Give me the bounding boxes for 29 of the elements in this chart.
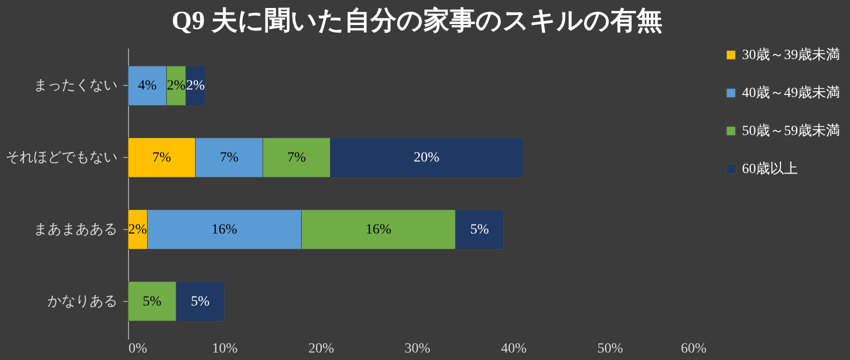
data-label: 16% <box>366 222 392 238</box>
data-label: 7% <box>287 150 306 166</box>
x-tick-label: 10% <box>212 342 238 356</box>
legend-label: 50歳～59歳未満 <box>742 123 840 139</box>
legend-label: 60歳以上 <box>742 161 798 177</box>
chart-title: Q9 夫に聞いた自分の家事のスキルの有無 <box>172 6 662 35</box>
x-tick-label: 50% <box>597 342 624 356</box>
data-label: 7% <box>220 150 239 166</box>
x-tick-label: 40% <box>500 342 527 356</box>
x-tick-label: 20% <box>308 342 334 356</box>
y-tick-label: まあまあある <box>34 222 118 238</box>
legend-label: 40歳～49歳未満 <box>742 85 840 101</box>
data-label: 2% <box>128 222 148 238</box>
data-label: 7% <box>152 150 172 166</box>
data-label: 5% <box>470 222 490 238</box>
x-tick-label: 0% <box>128 342 148 356</box>
data-label: 5% <box>190 294 210 310</box>
legend-label: 30歳～39歳未満 <box>742 47 840 63</box>
x-tick-label: 30% <box>404 342 431 356</box>
data-label: 4% <box>138 78 157 94</box>
y-tick-label: まったくない <box>34 78 118 94</box>
y-tick-label: かなりある <box>48 294 118 310</box>
data-label: 2% <box>166 78 186 94</box>
y-tick-label: それほどでもない <box>6 150 118 166</box>
x-tick-label: 60% <box>680 342 707 356</box>
data-label: 2% <box>186 78 206 94</box>
data-label: 5% <box>142 294 162 310</box>
data-label: 20% <box>414 150 440 166</box>
data-label: 16% <box>211 222 238 238</box>
